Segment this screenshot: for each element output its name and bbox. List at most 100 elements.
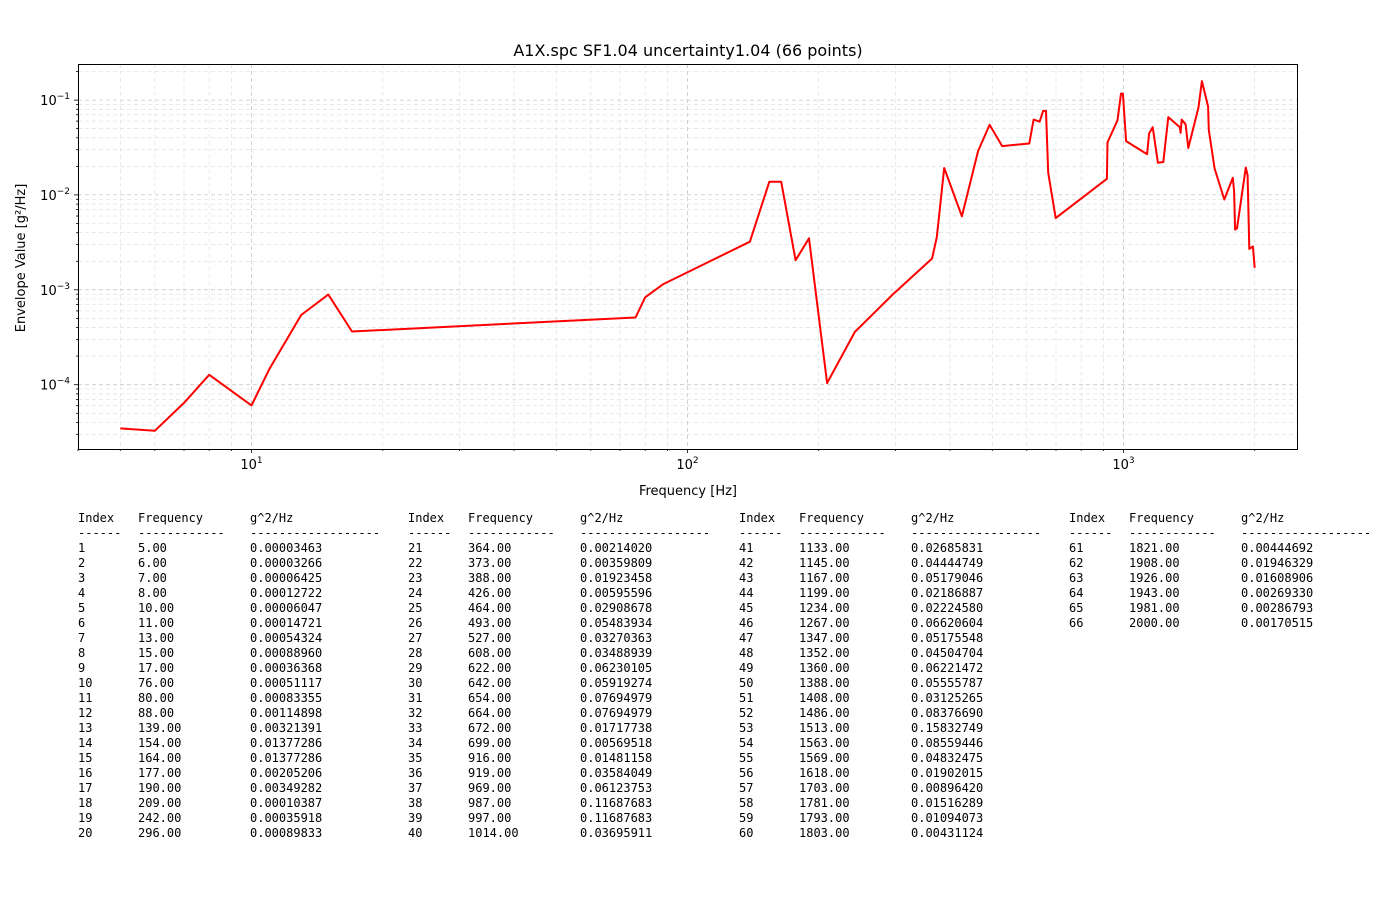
table-row: 3 7.00 0.00006425 [78, 571, 390, 586]
cell-value: 0.00006047 [250, 601, 323, 615]
cell-index: 58 [739, 796, 754, 810]
cell-frequency: 642.00 [468, 676, 512, 690]
cell-frequency: 139.00 [138, 721, 182, 735]
table-row: 20 296.00 0.00089833 [78, 826, 390, 841]
data-point [854, 331, 856, 333]
cell-index: 32 [408, 706, 423, 720]
cell-frequency: 464.00 [468, 601, 512, 615]
table-row: 58 1781.00 0.01516289 [739, 796, 1051, 811]
table-row: 27 527.00 0.03270363 [408, 631, 720, 646]
table-row: 26 493.00 0.05483934 [408, 616, 720, 631]
cell-value: 0.03488939 [580, 646, 653, 660]
cell-frequency: 164.00 [138, 751, 182, 765]
table-row: 18 209.00 0.00010387 [78, 796, 390, 811]
table-row: 32 664.00 0.07694979 [408, 706, 720, 721]
header-frequency: Frequency [138, 511, 204, 525]
data-point [300, 314, 302, 316]
cell-index: 35 [408, 751, 423, 765]
cell-frequency: 1513.00 [799, 721, 850, 735]
data-point [1045, 110, 1047, 112]
cell-frequency: 177.00 [138, 766, 182, 780]
cell-index: 19 [78, 811, 93, 825]
cell-value: 0.00595596 [580, 586, 653, 600]
chart: 101 102 103 10−4 10−3 10−2 10−1 A1X.spc SF1.04… [14, 41, 1298, 499]
cell-value: 0.02685831 [911, 541, 984, 555]
table-row: 23 388.00 0.01923458 [408, 571, 720, 586]
data-point [795, 259, 797, 261]
cell-value: 0.11687683 [580, 811, 653, 825]
cell-index: 28 [408, 646, 423, 660]
cell-index: 65 [1069, 601, 1084, 615]
separator: ------------ [138, 526, 225, 540]
cell-index: 15 [78, 751, 93, 765]
cell-index: 13 [78, 721, 93, 735]
table-row: 39 997.00 0.11687683 [408, 811, 720, 826]
data-point [1207, 106, 1209, 108]
table-row: 8 15.00 0.00088960 [78, 646, 390, 661]
cell-frequency: 426.00 [468, 586, 512, 600]
table-row: 42 1145.00 0.04444749 [739, 556, 1051, 571]
cell-value: 0.00036368 [250, 661, 323, 675]
data-point [154, 430, 156, 432]
table-row: 21 364.00 0.00214020 [408, 541, 720, 556]
cell-index: 26 [408, 616, 423, 630]
cell-index: 38 [408, 796, 423, 810]
envelope-line [120, 80, 1256, 432]
table-row: 57 1703.00 0.00896420 [739, 781, 1051, 796]
cell-value: 0.05179046 [911, 571, 984, 585]
header-value: g^2/Hz [580, 511, 624, 525]
data-point [1157, 162, 1159, 164]
table-row: 29 622.00 0.06230105 [408, 661, 720, 676]
data-point [208, 374, 210, 376]
cell-frequency: 154.00 [138, 736, 182, 750]
table-row: 60 1803.00 0.00431124 [739, 826, 1051, 841]
cell-index: 63 [1069, 571, 1084, 585]
data-point [1001, 145, 1003, 147]
cell-frequency: 76.00 [138, 676, 175, 690]
cell-frequency: 11.00 [138, 616, 175, 630]
table-header-row: Index Frequency g^2/Hz [1069, 511, 1381, 526]
table-row: 52 1486.00 0.08376690 [739, 706, 1051, 721]
cell-value: 0.04504704 [911, 646, 984, 660]
cell-frequency: 1267.00 [799, 616, 850, 630]
data-point [327, 294, 329, 296]
cell-value: 0.00444692 [1241, 541, 1314, 555]
table-row: 17 190.00 0.00349282 [78, 781, 390, 796]
cell-frequency: 8.00 [138, 586, 167, 600]
data-point [1162, 161, 1164, 163]
data-point [936, 236, 938, 238]
cell-index: 49 [739, 661, 754, 675]
data-point [1214, 168, 1216, 170]
cell-index: 23 [408, 571, 423, 585]
table-row: 61 1821.00 0.00444692 [1069, 541, 1381, 556]
data-point [892, 293, 894, 295]
cell-index: 10 [78, 676, 93, 690]
cell-index: 27 [408, 631, 423, 645]
data-point [749, 241, 751, 243]
cell-index: 40 [408, 826, 423, 840]
table-separator-row: ------ ------------ ------------------ [408, 526, 720, 541]
cell-index: 8 [78, 646, 86, 660]
plot-area-frame [78, 64, 1298, 450]
table-row: 55 1569.00 0.04832475 [739, 751, 1051, 766]
table-row: 65 1981.00 0.00286793 [1069, 601, 1381, 616]
data-point [1247, 174, 1249, 176]
cell-index: 18 [78, 796, 93, 810]
table-row: 40 1014.00 0.03695911 [408, 826, 720, 841]
cell-frequency: 190.00 [138, 781, 182, 795]
cell-index: 1 [78, 541, 86, 555]
table-row: 19 242.00 0.00035918 [78, 811, 390, 826]
data-point [1252, 245, 1254, 247]
data-point [1047, 172, 1049, 174]
table-row: 9 17.00 0.00036368 [78, 661, 390, 676]
separator: ------------------ [250, 526, 381, 540]
cell-index: 12 [78, 706, 93, 720]
data-point [808, 237, 810, 239]
table-row: 2 6.00 0.00003266 [78, 556, 390, 571]
table-row: 66 2000.00 0.00170515 [1069, 616, 1381, 631]
cell-frequency: 10.00 [138, 601, 175, 615]
data-point [1233, 190, 1235, 192]
axis-ticks: 101 102 103 10−4 10−3 10−2 10−1 [40, 71, 1256, 473]
cell-index: 64 [1069, 586, 1084, 600]
cell-value: 0.00569518 [580, 736, 653, 750]
